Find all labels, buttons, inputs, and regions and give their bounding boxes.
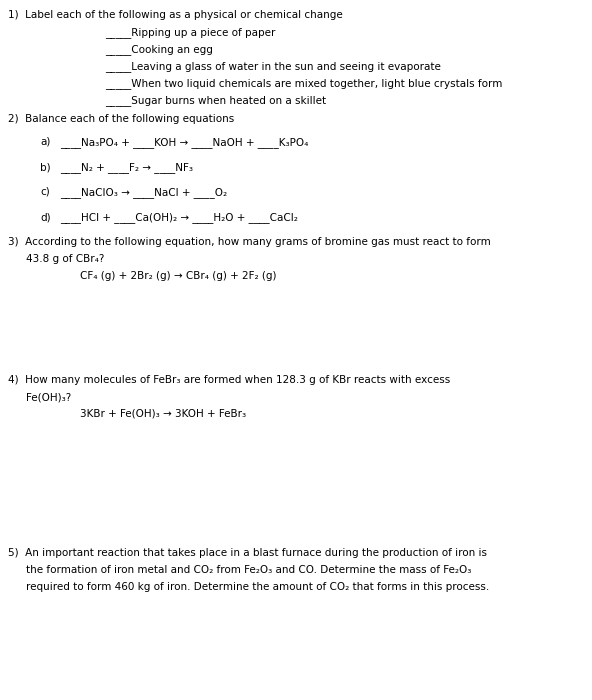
- Text: _____Cooking an egg: _____Cooking an egg: [105, 44, 213, 55]
- Text: _____Leaving a glass of water in the sun and seeing it evaporate: _____Leaving a glass of water in the sun…: [105, 61, 441, 72]
- Text: 2)  Balance each of the following equations: 2) Balance each of the following equatio…: [8, 114, 234, 124]
- Text: 3KBr + Fe(OH)₃ → 3KOH + FeBr₃: 3KBr + Fe(OH)₃ → 3KOH + FeBr₃: [80, 409, 246, 419]
- Text: 5)  An important reaction that takes place in a blast furnace during the product: 5) An important reaction that takes plac…: [8, 548, 487, 558]
- Text: b): b): [40, 162, 51, 172]
- Text: the formation of iron metal and CO₂ from Fe₂O₃ and CO. Determine the mass of Fe₂: the formation of iron metal and CO₂ from…: [26, 565, 471, 575]
- Text: _____When two liquid chemicals are mixed together, light blue crystals form: _____When two liquid chemicals are mixed…: [105, 78, 503, 89]
- Text: required to form 460 kg of iron. Determine the amount of CO₂ that forms in this : required to form 460 kg of iron. Determi…: [26, 582, 489, 592]
- Text: ____NaClO₃ → ____NaCl + ____O₂: ____NaClO₃ → ____NaCl + ____O₂: [60, 187, 227, 198]
- Text: _____Sugar burns when heated on a skillet: _____Sugar burns when heated on a skille…: [105, 95, 326, 106]
- Text: 4)  How many molecules of FeBr₃ are formed when 128.3 g of KBr reacts with exces: 4) How many molecules of FeBr₃ are forme…: [8, 375, 451, 385]
- Text: 3)  According to the following equation, how many grams of bromine gas must reac: 3) According to the following equation, …: [8, 237, 491, 247]
- Text: ____HCl + ____Ca(OH)₂ → ____H₂O + ____CaCl₂: ____HCl + ____Ca(OH)₂ → ____H₂O + ____Ca…: [60, 212, 298, 223]
- Text: a): a): [40, 137, 50, 147]
- Text: CF₄ (g) + 2Br₂ (g) → CBr₄ (g) + 2F₂ (g): CF₄ (g) + 2Br₂ (g) → CBr₄ (g) + 2F₂ (g): [80, 271, 276, 281]
- Text: _____Ripping up a piece of paper: _____Ripping up a piece of paper: [105, 27, 275, 38]
- Text: ____N₂ + ____F₂ → ____NF₃: ____N₂ + ____F₂ → ____NF₃: [60, 162, 193, 173]
- Text: 43.8 g of CBr₄?: 43.8 g of CBr₄?: [26, 254, 104, 264]
- Text: Fe(OH)₃?: Fe(OH)₃?: [26, 392, 71, 402]
- Text: 1)  Label each of the following as a physical or chemical change: 1) Label each of the following as a phys…: [8, 10, 343, 20]
- Text: d): d): [40, 212, 51, 222]
- Text: ____Na₃PO₄ + ____KOH → ____NaOH + ____K₃PO₄: ____Na₃PO₄ + ____KOH → ____NaOH + ____K₃…: [60, 137, 308, 148]
- Text: c): c): [40, 187, 50, 197]
